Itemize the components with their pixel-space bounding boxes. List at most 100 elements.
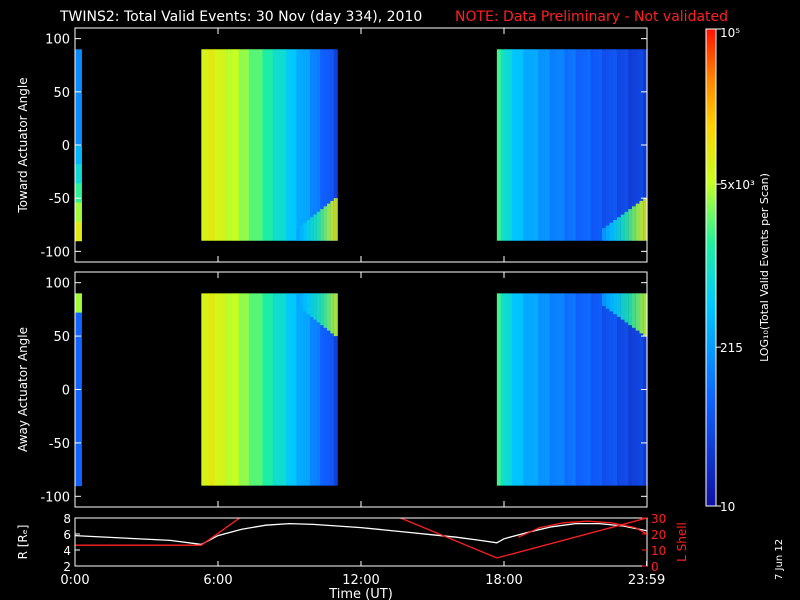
y-tick-label: 50 <box>53 330 70 345</box>
heat-cell <box>541 49 547 241</box>
heat-cell-enhanced <box>303 222 308 241</box>
heat-cell <box>519 49 524 241</box>
heat-cell-enhanced <box>309 293 314 317</box>
heat-cell <box>635 49 641 241</box>
heat-cell <box>553 293 558 486</box>
heat-cell <box>208 49 213 241</box>
heat-cell <box>225 293 230 486</box>
heat-cell <box>571 293 577 486</box>
heat-cell <box>214 49 219 241</box>
heat-cell <box>248 293 253 486</box>
heat-cell <box>496 49 502 241</box>
heat-cell <box>586 293 592 486</box>
heat-cell <box>579 49 584 241</box>
heat-cell-enhanced <box>316 211 321 241</box>
heat-cell <box>211 49 216 241</box>
heat-cell <box>225 49 230 241</box>
colorbar-gradient <box>705 28 717 507</box>
y-tick-label: 4 <box>63 544 71 558</box>
heat-cell <box>75 106 82 127</box>
heat-cell-enhanced <box>306 220 311 241</box>
note-text: NOTE: Data Preliminary - Not validated <box>455 9 728 25</box>
heat-cell <box>309 293 314 486</box>
away-panel: 100 50 0 -50 -100 Away Actuator Angle <box>16 271 648 508</box>
heat-cell-enhanced <box>601 228 607 241</box>
heat-cell <box>598 49 603 241</box>
heat-cell <box>616 49 622 241</box>
y-axis-label: R [Rₑ] <box>16 525 30 560</box>
heat-cell <box>515 293 520 486</box>
heat-cell <box>255 49 260 241</box>
y-tick-label: 100 <box>45 33 70 48</box>
heat-cell <box>333 293 338 486</box>
colorbar: 10 215 5x10³ 10⁵ LOG₁₀(Total Valid Events pe… <box>705 26 771 514</box>
heat-cell <box>330 293 335 486</box>
heat-cell <box>504 49 509 241</box>
heat-cell <box>262 49 267 241</box>
heat-cell <box>605 293 611 486</box>
heat-cell <box>272 49 277 241</box>
heat-cell <box>579 293 584 486</box>
heat-cell <box>545 49 551 241</box>
heat-cell-enhanced <box>635 293 641 331</box>
heat-cell <box>628 293 633 486</box>
heat-cell-enhanced <box>643 198 648 241</box>
heat-cell <box>313 293 318 486</box>
heat-cell-enhanced <box>299 225 304 241</box>
heat-cell <box>303 293 308 486</box>
heat-cell <box>598 293 603 486</box>
heat-cell <box>221 293 226 486</box>
heat-cell <box>309 49 314 241</box>
heat-cell <box>523 49 528 241</box>
heat-cell <box>609 49 614 241</box>
heat-cell <box>553 49 558 241</box>
heat-cell <box>323 293 328 486</box>
heat-cell <box>613 49 618 241</box>
heat-cell-enhanced <box>333 198 338 241</box>
heat-cell <box>75 408 82 429</box>
heat-cell-enhanced <box>333 293 338 337</box>
y-tick-label: 100 <box>45 277 70 292</box>
heat-cell-enhanced <box>303 293 308 312</box>
heat-cell-enhanced <box>306 293 311 315</box>
heat-cell-enhanced <box>326 293 331 331</box>
heat-cell <box>269 293 274 486</box>
heat-cell <box>541 293 547 486</box>
heat-cell <box>306 293 311 486</box>
heat-cell <box>245 293 250 486</box>
r-series-line <box>75 522 647 546</box>
y-tick-label: 8 <box>63 512 71 526</box>
heat-cell-enhanced <box>620 293 626 320</box>
data-block-morning <box>201 49 338 241</box>
heat-cell-enhanced <box>309 217 314 241</box>
heat-cell-enhanced <box>635 203 641 241</box>
heat-cell <box>265 49 270 241</box>
y-tick-label: -50 <box>49 437 70 452</box>
heat-cell <box>289 49 294 241</box>
heat-cell <box>293 293 298 486</box>
x-tick-label: 0:00 <box>60 573 89 588</box>
heat-cell <box>75 68 82 89</box>
chart-title: TWINS2: Total Valid Events: 30 Nov (day … <box>59 9 422 25</box>
heat-cell <box>75 164 82 184</box>
heat-cell <box>272 293 277 486</box>
colorbar-tick-label: 215 <box>720 341 743 355</box>
heat-cell <box>511 293 517 486</box>
heat-cell-enhanced <box>643 293 648 337</box>
heat-cell <box>523 293 528 486</box>
heat-cell-enhanced <box>320 209 325 241</box>
heat-cell <box>238 49 243 241</box>
heat-cell <box>620 293 626 486</box>
heat-cell <box>500 293 505 486</box>
heat-cell <box>605 49 611 241</box>
heat-cell <box>496 293 502 486</box>
heat-cell <box>571 49 577 241</box>
heat-cell <box>628 49 633 241</box>
heat-cell <box>75 370 82 390</box>
x-tick-label: 18:00 <box>485 573 522 588</box>
heat-cell <box>201 49 206 241</box>
heat-cell-enhanced <box>609 222 614 241</box>
heat-cell <box>279 293 284 486</box>
heat-cell <box>549 49 554 241</box>
heat-cell <box>252 293 257 486</box>
